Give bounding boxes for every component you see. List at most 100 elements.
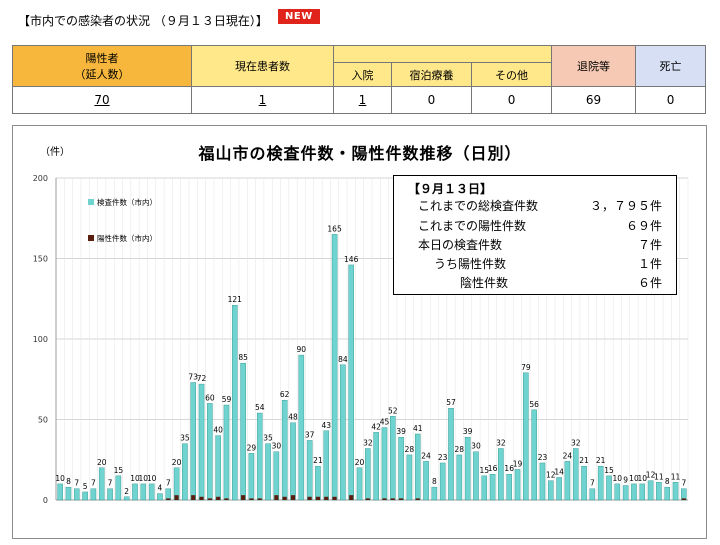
positive-bar xyxy=(324,496,329,500)
death-header: 死亡 xyxy=(635,45,707,87)
bar-value-label: 32 xyxy=(496,438,506,447)
test-bar xyxy=(597,465,604,501)
bar-value-label: 62 xyxy=(280,390,290,399)
bar-value-label: 29 xyxy=(247,443,257,452)
bar-value-label: 4 xyxy=(158,484,163,493)
test-bar xyxy=(290,422,296,501)
test-bar xyxy=(190,382,196,501)
bar-value-label: 35 xyxy=(263,434,273,443)
positive-value[interactable]: 70 xyxy=(12,86,192,114)
test-bar xyxy=(273,451,280,501)
test-bar xyxy=(90,488,97,501)
bar-value-label: 32 xyxy=(363,438,373,447)
positive-label-2: （延人数） xyxy=(74,68,130,81)
hospital-value[interactable]: 1 xyxy=(333,86,392,114)
summary-value: ６９件 xyxy=(625,219,662,233)
test-bar xyxy=(464,437,471,501)
chart-title: 福山市の検査件数・陽性件数推移（日別） xyxy=(198,144,522,163)
test-bar xyxy=(656,482,662,501)
positive-bar xyxy=(216,496,221,500)
positive-bar xyxy=(399,498,404,500)
summary-label: うち陽性件数 xyxy=(434,257,507,271)
test-bar xyxy=(173,467,180,501)
bar-value-label: 32 xyxy=(571,438,581,447)
test-bar xyxy=(232,304,238,501)
test-bar xyxy=(207,403,213,501)
discharged-header: 退院等 xyxy=(551,45,637,87)
bar-value-label: 35 xyxy=(180,434,190,443)
positive-bar xyxy=(207,498,212,500)
test-bar xyxy=(548,480,554,501)
bar-value-label: 8 xyxy=(432,477,437,486)
hotel-value: 0 xyxy=(391,86,472,114)
test-bar xyxy=(489,474,496,501)
test-bar xyxy=(390,416,396,501)
bar-value-label: 45 xyxy=(380,418,390,427)
bar-value-label: 5 xyxy=(83,482,88,491)
test-bar xyxy=(215,435,221,501)
bar-value-label: 10 xyxy=(637,474,647,483)
test-bar xyxy=(556,477,562,501)
test-bar xyxy=(514,469,521,501)
test-bar xyxy=(331,234,338,501)
test-bar xyxy=(340,364,346,501)
test-bar xyxy=(423,461,429,501)
bar-value-label: 42 xyxy=(371,422,381,431)
y-tick-label: 50 xyxy=(38,416,48,425)
test-bar xyxy=(356,467,363,501)
test-bar xyxy=(373,432,379,501)
y-axis-unit: （件） xyxy=(40,147,70,158)
legend-label: 検査件数（市内） xyxy=(97,197,157,207)
test-bar xyxy=(456,454,463,501)
page-heading: 【市内での感染者の状況 （９月１３日現在）】 xyxy=(18,14,268,28)
bar-value-label: 85 xyxy=(238,353,248,362)
current-patients-header: 現在患者数 xyxy=(191,45,334,87)
current-value[interactable]: 1 xyxy=(191,86,334,114)
test-bar xyxy=(414,433,421,501)
test-bar xyxy=(348,264,354,501)
test-bar xyxy=(98,467,105,501)
bar-value-label: 15 xyxy=(114,466,124,475)
bar-value-label: 23 xyxy=(438,453,448,462)
positive-bar xyxy=(290,495,296,500)
test-bar xyxy=(323,430,330,501)
bar-value-label: 48 xyxy=(288,413,298,422)
daily-summary-box: 【９月１３日】 これまでの総検査件数 ３，７９５件 これまでの陽性件数 ６９件 … xyxy=(393,175,677,295)
test-bar xyxy=(265,443,271,501)
bar-value-label: 19 xyxy=(513,459,523,468)
test-bar xyxy=(148,483,155,501)
test-bar xyxy=(132,483,138,501)
bar-value-label: 59 xyxy=(222,395,232,404)
test-bar xyxy=(123,496,130,501)
test-bar xyxy=(431,486,438,501)
positive-bar xyxy=(257,498,262,500)
status-table: 陽性者 （延人数） 現在患者数 退院等 死亡 入院 宿泊療養 その他 70 1 … xyxy=(12,45,707,114)
bar-value-label: 11 xyxy=(654,472,664,481)
bar-value-label: 11 xyxy=(671,472,681,481)
bar-value-label: 10 xyxy=(613,474,623,483)
test-bar xyxy=(572,448,579,501)
positive-bar xyxy=(681,498,686,500)
bar-value-label: 8 xyxy=(665,477,670,486)
test-bar xyxy=(248,453,255,501)
bar-value-label: 23 xyxy=(538,453,548,462)
legend-label: 陽性件数（市内） xyxy=(97,233,157,243)
test-bar xyxy=(115,475,122,501)
summary-value: ７件 xyxy=(637,238,662,252)
current-breakdown-header xyxy=(332,45,553,63)
current-link[interactable]: 1 xyxy=(258,93,267,107)
positive-link[interactable]: 70 xyxy=(94,93,110,107)
discharged-value: 69 xyxy=(551,86,637,114)
hospital-link[interactable]: 1 xyxy=(358,93,367,107)
test-bar xyxy=(589,488,596,501)
test-bar xyxy=(681,488,687,501)
bar-value-label: 57 xyxy=(446,398,456,407)
test-bar xyxy=(315,465,321,501)
bar-value-label: 9 xyxy=(623,476,628,485)
positive-label-1: 陽性者 xyxy=(85,52,119,65)
positive-bar xyxy=(241,495,246,500)
bar-value-label: 7 xyxy=(681,479,686,488)
legend-swatch xyxy=(88,235,94,241)
test-bar xyxy=(298,354,305,501)
test-bar xyxy=(306,440,313,501)
